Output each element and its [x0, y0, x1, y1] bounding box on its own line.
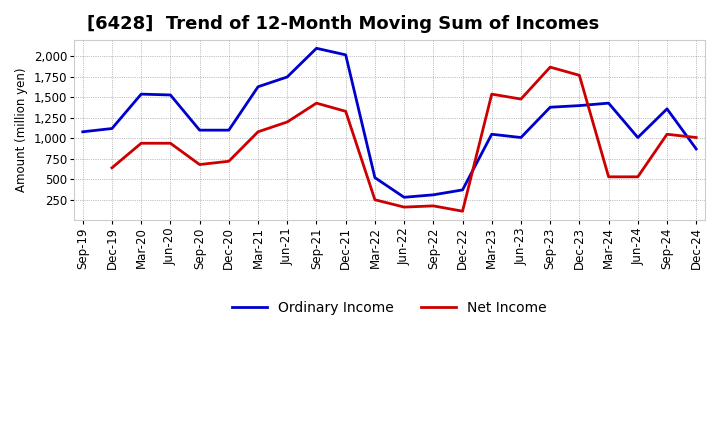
Net Income: [400, 205, 408, 210]
Net Income: [634, 174, 642, 180]
Ordinary Income: [371, 175, 379, 180]
Ordinary Income: [137, 92, 145, 97]
Net Income: [692, 135, 701, 140]
Net Income: [108, 165, 117, 170]
Ordinary Income: [487, 132, 496, 137]
Text: [6428]  Trend of 12-Month Moving Sum of Incomes: [6428] Trend of 12-Month Moving Sum of I…: [86, 15, 599, 33]
Line: Net Income: Net Income: [112, 67, 696, 211]
Net Income: [604, 174, 613, 180]
Ordinary Income: [429, 192, 438, 198]
Ordinary Income: [604, 100, 613, 106]
Ordinary Income: [108, 126, 117, 131]
Ordinary Income: [283, 74, 292, 80]
Ordinary Income: [312, 46, 321, 51]
Net Income: [546, 65, 554, 70]
Ordinary Income: [692, 147, 701, 152]
Ordinary Income: [225, 128, 233, 133]
Ordinary Income: [166, 92, 175, 98]
Net Income: [371, 197, 379, 202]
Net Income: [487, 92, 496, 97]
Ordinary Income: [662, 106, 671, 111]
Net Income: [137, 141, 145, 146]
Ordinary Income: [575, 103, 584, 108]
Ordinary Income: [78, 129, 87, 135]
Net Income: [575, 73, 584, 78]
Ordinary Income: [400, 194, 408, 200]
Ordinary Income: [458, 187, 467, 193]
Ordinary Income: [517, 135, 526, 140]
Net Income: [429, 203, 438, 209]
Ordinary Income: [253, 84, 262, 89]
Net Income: [253, 129, 262, 135]
Ordinary Income: [546, 105, 554, 110]
Legend: Ordinary Income, Net Income: Ordinary Income, Net Income: [227, 296, 552, 321]
Net Income: [195, 162, 204, 167]
Y-axis label: Amount (million yen): Amount (million yen): [15, 68, 28, 192]
Net Income: [225, 159, 233, 164]
Net Income: [341, 109, 350, 114]
Net Income: [458, 209, 467, 214]
Net Income: [283, 119, 292, 125]
Line: Ordinary Income: Ordinary Income: [83, 48, 696, 197]
Net Income: [166, 141, 175, 146]
Ordinary Income: [341, 52, 350, 58]
Net Income: [517, 96, 526, 102]
Ordinary Income: [195, 128, 204, 133]
Net Income: [312, 100, 321, 106]
Net Income: [662, 132, 671, 137]
Ordinary Income: [634, 135, 642, 140]
